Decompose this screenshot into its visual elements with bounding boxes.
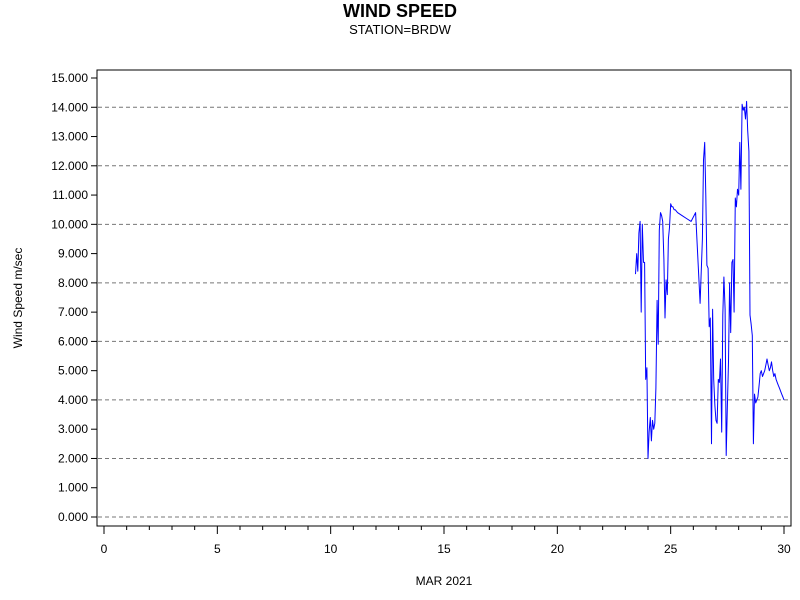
y-axis: 0.000 1.000 2.000 3.000 4.000 5.000 6.000 7.000… — [51, 71, 97, 524]
y-tick-label: 8.000 — [58, 276, 88, 290]
y-tick-label: 11.000 — [52, 188, 88, 202]
y-tick-label: 5.000 — [58, 364, 88, 378]
y-tick-label: 2.000 — [58, 451, 88, 465]
gridlines — [98, 106, 790, 518]
x-tick-label: 5 — [214, 542, 221, 556]
y-tick-label: 6.000 — [58, 334, 88, 348]
y-tick-label: 3.000 — [58, 422, 88, 436]
y-tick-label: 12.000 — [51, 159, 88, 173]
y-axis-label: Wind Speed m/sec — [11, 248, 25, 349]
x-tick-label: 20 — [551, 542, 565, 556]
y-tick-label: 10.000 — [51, 217, 88, 231]
series-group — [635, 100, 785, 459]
y-tick-label: 13.000 — [51, 130, 88, 144]
y-tick-label: 1.000 — [58, 481, 88, 495]
chart-title: WIND SPEED — [342, 1, 457, 21]
x-axis-label: MAR 2021 — [416, 574, 473, 588]
x-tick-label: 10 — [324, 542, 338, 556]
x-tick-label: 15 — [437, 542, 451, 556]
y-tick-label: 9.000 — [58, 247, 88, 261]
x-tick-label: 25 — [664, 542, 678, 556]
x-axis: 0 5 10 15 20 25 30 — [101, 526, 791, 556]
y-tick-label: 0.000 — [58, 510, 88, 524]
x-tick-label: 30 — [777, 542, 791, 556]
chart-subtitle: STATION=BRDW — [349, 22, 451, 37]
y-tick-label: 4.000 — [58, 393, 88, 407]
y-tick-label: 7.000 — [58, 305, 88, 319]
plot-area-frame — [96, 69, 792, 527]
x-tick-label: 0 — [101, 542, 108, 556]
y-tick-label: 14.000 — [51, 100, 88, 114]
series-line — [635, 100, 785, 459]
y-tick-label: 15.000 — [51, 71, 88, 85]
